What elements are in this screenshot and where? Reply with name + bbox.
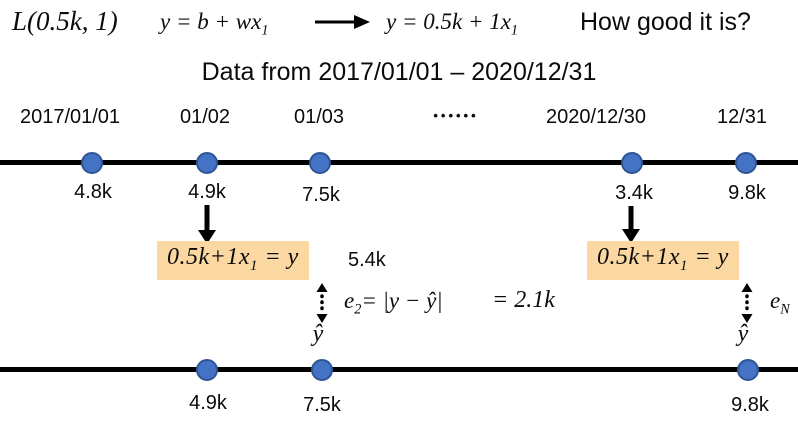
- value-label: 4.9k: [189, 392, 227, 414]
- instantiated-equation: y = 0.5k + 1x1: [386, 9, 518, 40]
- predicted-value: 5.4k: [348, 249, 386, 271]
- prediction-formula-tail: = y: [687, 244, 729, 270]
- model-equation-sub: 1: [261, 22, 269, 39]
- value-label: 4.8k: [74, 181, 112, 203]
- error-distance-arrow-icon: [314, 283, 330, 323]
- en-base: e: [770, 288, 781, 313]
- down-arrow-icon: [621, 206, 641, 244]
- slide-title: Data from 2017/01/01 – 2020/12/31: [201, 58, 597, 86]
- error-distance-arrow-icon: [739, 283, 755, 323]
- ellipsis-dots: ••••••: [433, 108, 479, 123]
- top-timeline-line: [0, 160, 798, 165]
- prediction-point-dot: [311, 359, 333, 381]
- e2-base: e: [344, 288, 355, 313]
- prediction-point-dot: [196, 359, 218, 381]
- prediction-point-dot: [737, 359, 759, 381]
- value-label: 3.4k: [615, 182, 653, 204]
- value-label: 9.8k: [728, 182, 766, 204]
- model-equation-main: y = b + wx: [160, 9, 262, 34]
- data-point-dot: [621, 152, 643, 174]
- error-e2-expression: e2= |y − ŷ|: [344, 288, 443, 319]
- yhat-label: ŷ: [737, 321, 749, 347]
- model-equation: y = b + wx1: [160, 9, 268, 40]
- data-point-dot: [81, 152, 103, 174]
- instantiated-equation-sub: 1: [510, 22, 519, 39]
- prediction-formula-tail: = y: [257, 244, 299, 270]
- en-sub: N: [780, 301, 790, 318]
- prediction-formula-main: 0.5k+1x: [597, 244, 680, 270]
- value-label: 4.9k: [188, 181, 226, 203]
- prediction-formula-box: 0.5k+1x1 = y: [587, 241, 739, 280]
- value-label: 9.8k: [731, 394, 769, 416]
- date-label: 12/31: [716, 106, 768, 128]
- e2-formula: = |y − ŷ|: [361, 288, 443, 313]
- value-label: 7.5k: [302, 184, 340, 206]
- error-en-label: eN: [770, 288, 790, 319]
- instantiated-equation-main: y = 0.5k + 1x: [386, 9, 511, 34]
- right-arrow-icon: [314, 14, 370, 30]
- down-arrow-icon: [197, 205, 217, 245]
- prediction-formula-main: 0.5k+1x: [167, 244, 250, 270]
- prediction-formula-box: 0.5k+1x1 = y: [157, 241, 309, 280]
- e2-sub: 2: [354, 301, 362, 318]
- error-e2-value: = 2.1k: [492, 287, 555, 313]
- bottom-timeline-line: [0, 367, 798, 372]
- data-point-dot: [735, 152, 757, 174]
- data-point-dot: [196, 152, 218, 174]
- yhat-label: ŷ: [312, 321, 324, 347]
- value-label: 7.5k: [303, 394, 341, 416]
- loss-function-label: L(0.5k, 1): [12, 6, 118, 36]
- data-point-dot: [309, 152, 331, 174]
- prediction-formula-sub: 1: [250, 257, 258, 274]
- date-label: 01/03: [293, 106, 345, 128]
- prediction-formula-sub: 1: [680, 257, 688, 274]
- date-label: 01/02: [179, 106, 231, 128]
- date-label: 2017/01/01: [19, 106, 121, 128]
- date-label: 2020/12/30: [545, 106, 647, 128]
- question-text: How good it is?: [580, 8, 751, 36]
